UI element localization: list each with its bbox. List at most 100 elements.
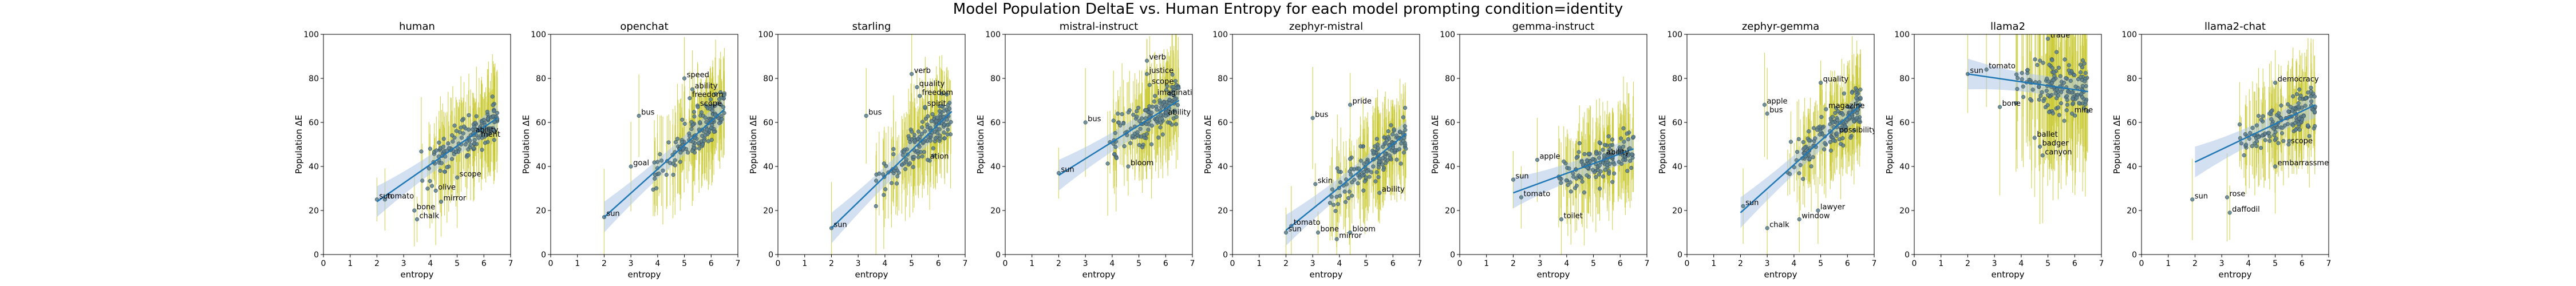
- data-point: [1580, 179, 1585, 184]
- data-point: [1403, 128, 1408, 132]
- data-point: [912, 138, 917, 143]
- data-point: [2190, 197, 2195, 202]
- panel-title: gemma-instruct: [1512, 21, 1595, 33]
- x-tick-label: 2: [1965, 259, 1970, 268]
- data-point: [942, 122, 947, 127]
- data-point: [1350, 193, 1354, 198]
- fit-line: [603, 108, 725, 218]
- data-point: [2069, 90, 2074, 95]
- data-point: [704, 120, 709, 124]
- data-point: [1175, 103, 1180, 108]
- data-point: [2056, 65, 2061, 70]
- panel-title: mistral-instruct: [1060, 21, 1139, 33]
- y-tick-label: 0: [995, 251, 1001, 260]
- data-point: [1850, 90, 1854, 95]
- data-point: [1128, 141, 1133, 145]
- word-label: possibility: [1839, 126, 1877, 134]
- data-point: [2071, 101, 2076, 105]
- x-tick-label: 3: [1310, 259, 1315, 268]
- data-point: [1535, 157, 1540, 162]
- data-point: [450, 133, 455, 138]
- word-label: ability: [695, 82, 718, 90]
- x-tick-label: 2: [829, 259, 834, 268]
- x-axis-label: entropy: [1991, 269, 2024, 280]
- data-point: [2291, 123, 2296, 128]
- data-point: [1397, 147, 1402, 152]
- x-tick-label: 4: [428, 259, 433, 268]
- data-point: [1372, 150, 1376, 154]
- x-tick-label: 7: [1872, 259, 1877, 268]
- data-point: [2040, 153, 2045, 158]
- data-point: [934, 119, 939, 124]
- data-point: [2062, 118, 2067, 123]
- data-point: [468, 138, 472, 143]
- data-point: [1377, 190, 1382, 195]
- y-tick-label: 0: [1677, 251, 1682, 260]
- data-point: [2052, 70, 2056, 74]
- data-point: [2055, 50, 2059, 54]
- data-point: [2083, 100, 2088, 104]
- y-tick-label: 60: [2127, 118, 2137, 128]
- data-point: [1824, 107, 1828, 112]
- data-point: [2271, 126, 2276, 131]
- data-point: [664, 172, 669, 177]
- x-tick-label: 7: [1190, 259, 1195, 268]
- data-point: [1586, 152, 1591, 156]
- data-point: [1602, 153, 1606, 158]
- data-point: [942, 130, 946, 135]
- data-point: [468, 142, 473, 147]
- data-point: [1394, 157, 1399, 162]
- word-label: sun: [606, 210, 619, 219]
- data-point: [453, 149, 458, 154]
- data-point: [433, 188, 438, 193]
- data-point: [1628, 158, 1633, 163]
- data-point: [2070, 112, 2075, 116]
- y-tick-label: 40: [990, 162, 1001, 172]
- data-point: [1176, 86, 1181, 90]
- data-point: [495, 110, 500, 115]
- data-point: [1401, 139, 1405, 144]
- data-point: [1155, 117, 1160, 121]
- data-point: [472, 138, 477, 142]
- data-point: [438, 168, 442, 173]
- data-point: [2047, 110, 2052, 114]
- data-point: [1157, 98, 1162, 103]
- data-point: [2266, 130, 2271, 135]
- data-point: [2050, 58, 2055, 62]
- x-tick-label: 7: [2099, 259, 2104, 268]
- data-point: [1807, 153, 1811, 157]
- x-tick-label: 5: [682, 259, 687, 268]
- data-point: [471, 146, 476, 150]
- data-point: [1559, 181, 1563, 185]
- x-tick-label: 4: [1564, 259, 1569, 268]
- data-point: [1854, 101, 1858, 106]
- data-point: [1116, 112, 1120, 116]
- data-point: [1623, 154, 1627, 158]
- data-point: [1390, 132, 1395, 137]
- data-point: [1828, 148, 1833, 153]
- x-tick-label: 5: [1364, 259, 1369, 268]
- data-point: [1401, 115, 1405, 120]
- data-point: [1156, 135, 1161, 140]
- y-axis-label: Population ΔE: [1430, 115, 1440, 174]
- data-point: [2080, 84, 2085, 88]
- axes-frame: [2141, 34, 2329, 255]
- data-point: [439, 161, 444, 165]
- data-point: [2286, 142, 2291, 147]
- data-point: [1333, 209, 1338, 213]
- data-point: [441, 144, 446, 149]
- data-point: [1313, 182, 1318, 186]
- data-point: [1352, 177, 1357, 182]
- data-point: [1597, 156, 1601, 160]
- data-point: [2040, 90, 2044, 94]
- y-tick-label: 0: [1223, 251, 1228, 260]
- data-point: [1606, 171, 1611, 176]
- data-point: [883, 187, 888, 192]
- data-point: [1828, 140, 1832, 144]
- word-label: sun: [1515, 172, 1528, 181]
- data-point: [1165, 84, 1170, 89]
- data-point: [2015, 86, 2020, 92]
- data-point: [1984, 67, 1989, 72]
